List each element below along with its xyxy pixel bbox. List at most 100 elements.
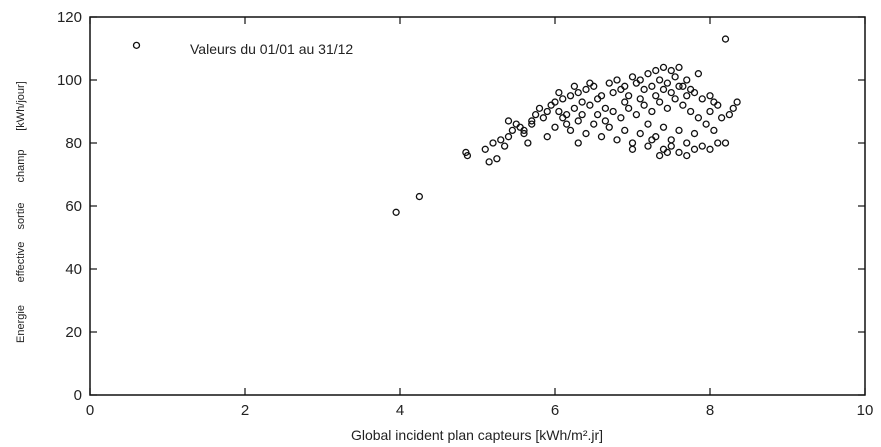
data-point	[617, 114, 625, 122]
data-point	[504, 133, 513, 141]
data-point	[628, 145, 637, 153]
data-point	[667, 66, 675, 75]
data-point	[655, 76, 664, 84]
ylabel-word-0: Energie	[15, 305, 27, 343]
period-annotation: Valeurs du 01/01 au 31/12	[190, 41, 353, 57]
data-point	[570, 82, 579, 90]
data-point	[636, 95, 644, 103]
x-tick-label: 0	[86, 402, 94, 419]
data-point	[698, 142, 706, 150]
data-point	[613, 136, 621, 144]
data-point	[555, 107, 563, 116]
data-point	[392, 208, 400, 216]
data-point	[504, 117, 513, 125]
data-point	[531, 111, 540, 119]
data-point	[636, 76, 644, 84]
data-point	[609, 107, 617, 116]
data-point	[648, 107, 656, 116]
data-point	[605, 123, 613, 131]
data-point	[667, 142, 675, 150]
x-tick-label: 4	[396, 402, 404, 419]
data-point	[597, 133, 606, 141]
data-point	[686, 107, 695, 116]
data-point	[621, 126, 629, 135]
data-point	[535, 104, 544, 112]
data-point	[582, 129, 590, 138]
data-point	[690, 145, 699, 153]
data-point	[683, 139, 691, 147]
data-point	[578, 98, 586, 106]
y-tick-label: 0	[74, 387, 82, 404]
data-point	[590, 120, 598, 128]
data-point	[663, 148, 672, 157]
data-point	[659, 85, 668, 94]
data-point	[559, 114, 567, 122]
y-tick-label: 60	[65, 198, 82, 215]
data-point	[683, 151, 691, 160]
y-tick-label: 40	[65, 261, 82, 278]
data-point	[551, 123, 559, 131]
data-point	[574, 88, 582, 97]
data-point	[481, 145, 489, 153]
data-point	[714, 101, 722, 109]
data-point	[706, 107, 714, 116]
data-point	[593, 111, 602, 119]
data-point	[710, 126, 718, 135]
data-point	[609, 88, 617, 97]
data-point	[729, 104, 737, 112]
x-tick-label: 2	[241, 402, 249, 419]
data-point	[528, 120, 536, 128]
data-point	[659, 123, 668, 131]
x-axis-ticks: 0 2 4 6 8 10	[86, 17, 874, 419]
data-point	[675, 148, 683, 157]
y-tick-label: 100	[57, 72, 82, 89]
data-point	[636, 129, 644, 138]
ylabel-word-2: sortie	[15, 203, 27, 230]
data-point	[624, 104, 633, 112]
data-point	[683, 92, 691, 100]
data-point	[543, 133, 551, 141]
y-axis-title: Energie effective sortie champ [kWh/jour…	[15, 81, 27, 343]
data-point	[566, 92, 575, 100]
data-point	[679, 101, 687, 109]
data-point	[648, 82, 656, 90]
data-point	[632, 111, 641, 119]
data-point	[644, 142, 652, 150]
data-point	[690, 88, 699, 97]
data-point	[621, 82, 629, 90]
data-point	[659, 63, 668, 72]
data-point	[671, 73, 679, 81]
plot-frame	[89, 16, 866, 396]
data-point	[520, 126, 528, 135]
data-point	[570, 104, 579, 112]
data-point	[733, 98, 741, 106]
data-point	[725, 111, 734, 119]
data-point	[539, 114, 548, 122]
data-point	[551, 98, 559, 106]
data-point	[500, 142, 509, 150]
data-point	[675, 126, 683, 135]
data-point	[721, 35, 730, 43]
data-point	[520, 129, 528, 138]
data-point	[463, 151, 472, 160]
data-point	[663, 79, 672, 87]
data-point	[640, 101, 648, 109]
x-tick-label: 10	[857, 402, 874, 419]
data-point	[714, 139, 722, 147]
data-point	[644, 70, 652, 78]
data-point	[690, 129, 699, 138]
data-point	[497, 136, 505, 144]
data-point	[652, 92, 660, 100]
data-point	[679, 82, 687, 90]
data-point	[698, 95, 706, 103]
data-point	[586, 101, 594, 109]
data-point	[485, 158, 493, 166]
data-point	[675, 82, 683, 90]
x-tick-label: 6	[551, 402, 559, 419]
data-point	[493, 155, 501, 163]
data-point	[562, 120, 571, 128]
data-point	[628, 73, 637, 81]
data-point	[624, 92, 633, 100]
data-point	[582, 85, 590, 94]
